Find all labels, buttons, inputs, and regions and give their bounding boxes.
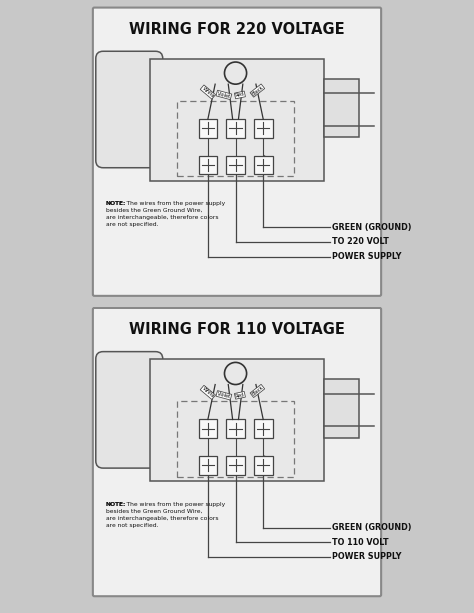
Text: White: White xyxy=(201,85,215,99)
Text: Violet: Violet xyxy=(217,91,231,99)
Bar xyxy=(226,419,245,438)
Text: NOTE:: NOTE: xyxy=(106,201,127,206)
Text: Red: Red xyxy=(235,392,245,398)
Bar xyxy=(324,79,359,137)
Bar xyxy=(254,119,273,138)
Bar xyxy=(199,419,217,438)
Bar xyxy=(199,456,217,474)
FancyBboxPatch shape xyxy=(93,7,381,296)
Text: NOTE:: NOTE: xyxy=(106,501,127,506)
Bar xyxy=(254,156,273,174)
Text: TO 110 VOLT: TO 110 VOLT xyxy=(332,538,388,547)
Text: Black: Black xyxy=(251,85,264,97)
Text: NOTE: The wires from the power supply
besides the Green Ground Wire,
are interch: NOTE: The wires from the power supply be… xyxy=(106,201,225,227)
Text: Black: Black xyxy=(251,385,264,397)
Bar xyxy=(150,359,324,481)
FancyBboxPatch shape xyxy=(96,51,163,168)
Bar xyxy=(226,119,245,138)
Text: TO 220 VOLT: TO 220 VOLT xyxy=(332,237,389,246)
Text: White: White xyxy=(201,386,215,399)
Text: WIRING FOR 110 VOLTAGE: WIRING FOR 110 VOLTAGE xyxy=(129,322,345,337)
Text: GREEN (GROUND): GREEN (GROUND) xyxy=(332,524,411,532)
Bar xyxy=(254,419,273,438)
Bar xyxy=(177,401,294,477)
Bar xyxy=(324,379,359,438)
FancyBboxPatch shape xyxy=(96,352,163,468)
Text: WIRING FOR 220 VOLTAGE: WIRING FOR 220 VOLTAGE xyxy=(129,22,345,37)
Text: POWER SUPPLY: POWER SUPPLY xyxy=(332,252,401,261)
Text: Violet: Violet xyxy=(217,391,231,400)
Bar xyxy=(150,58,324,181)
Text: NOTE: The wires from the power supply
besides the Green Ground Wire,
are interch: NOTE: The wires from the power supply be… xyxy=(106,501,225,528)
Text: Red: Red xyxy=(235,91,245,98)
Bar xyxy=(199,156,217,174)
Text: POWER SUPPLY: POWER SUPPLY xyxy=(332,552,401,562)
Bar xyxy=(199,119,217,138)
Text: GREEN (GROUND): GREEN (GROUND) xyxy=(332,223,411,232)
Bar xyxy=(226,156,245,174)
Bar xyxy=(254,456,273,474)
FancyBboxPatch shape xyxy=(93,308,381,596)
Bar xyxy=(177,101,294,177)
Bar xyxy=(226,456,245,474)
